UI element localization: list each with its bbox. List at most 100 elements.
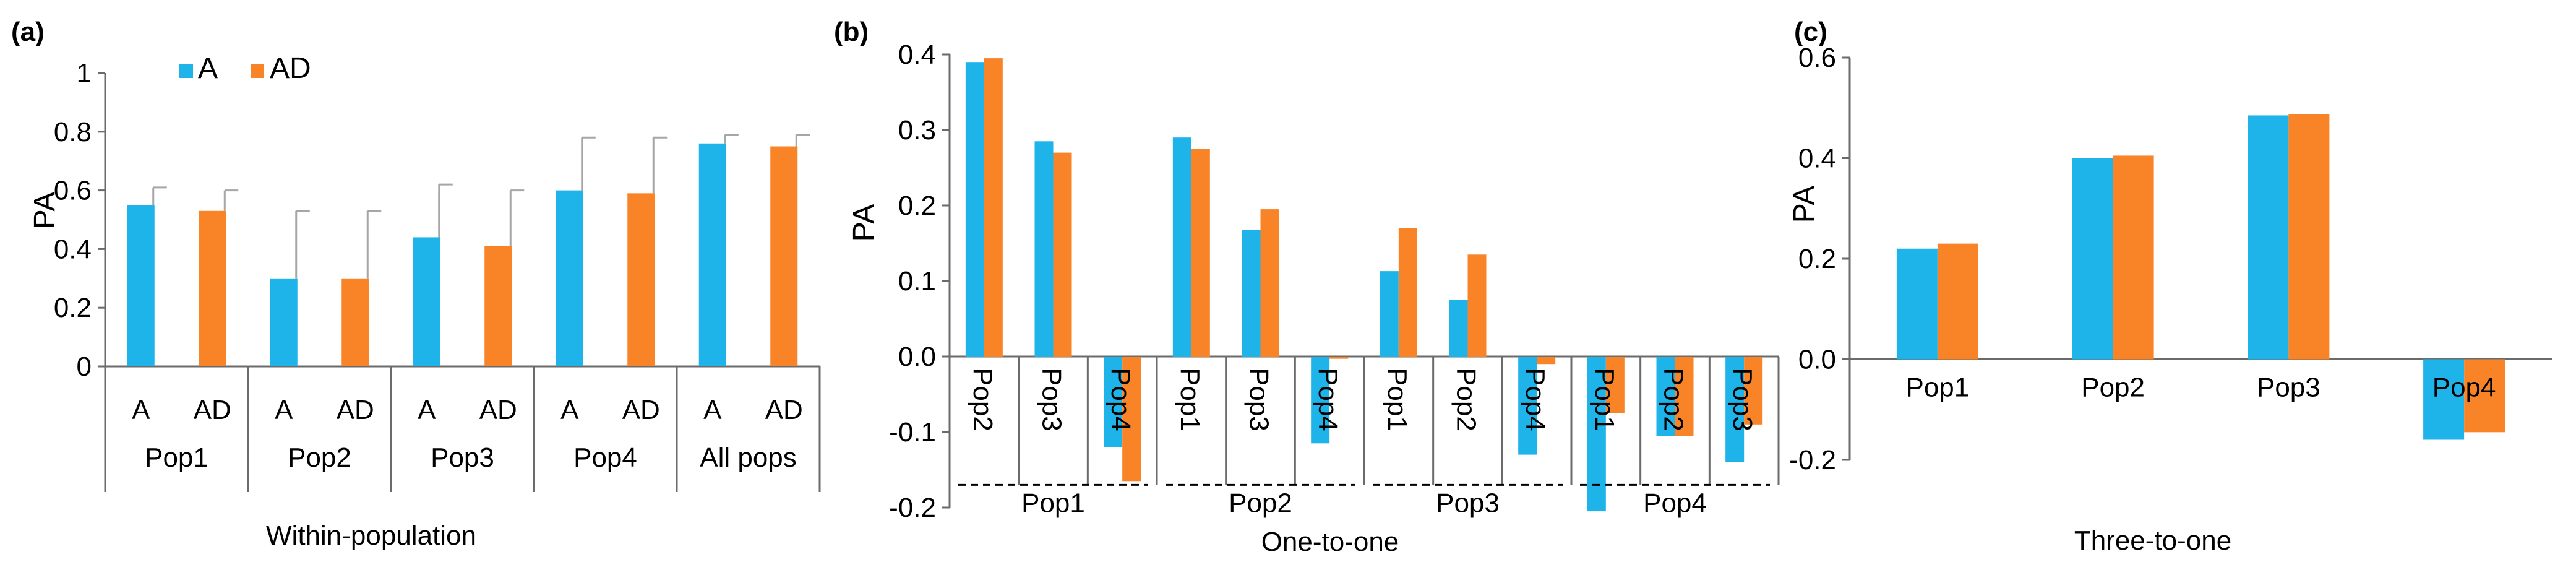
panel-b-y-tick-label: 0.3 [898,115,936,145]
panel-a-group-label: Pop1 [145,443,208,473]
bar-a-pop1-pop2 [965,62,984,357]
panel-a-y-tick-label: 0.6 [54,176,92,206]
panel-a-label: (a) [11,17,45,47]
bar-a-pop4-pop3 [1725,357,1745,462]
panel-c-category-label: Pop4 [2432,373,2496,403]
panel-a-bar-category-label: AD [622,395,660,425]
panel-a-y-tick-label: 0 [77,352,92,382]
panel-a-x-axis-title: Within-population [266,521,476,551]
bar-ad-pop4-pop1 [1605,357,1625,413]
bar-ad-pop2-pop4 [1329,357,1349,359]
panel-a-legend: A AD [179,52,311,85]
panel-b-y-axis-label: PA [848,204,880,241]
panel-a-bar-category-label: AD [337,395,374,425]
bar-a-pop1 [127,205,155,366]
panel-c-category-label: Pop2 [2081,373,2145,403]
panel-b-group-label: Pop3 [1436,488,1500,518]
panel-c-y-tick-label: -0.2 [1789,445,1836,475]
bar-ad-pop1-pop4 [1122,357,1141,482]
bar-ad-pop3-pop2 [1467,254,1487,357]
panel-c-label: (c) [1794,17,1827,47]
panel-b-label: (b) [834,17,869,47]
bar-ad-pop3 [484,246,512,366]
bar-ad-pop3-pop1 [1398,228,1417,357]
bar-ad-pop3-pop4 [1537,357,1556,365]
legend-label-a: A [198,52,218,85]
bar-ad-pop2 [341,278,369,366]
bar-a-pop4 [2423,359,2465,440]
panel-c-y-axis-label: PA [1788,186,1821,223]
panel-b-x-axis-title: One-to-one [1261,527,1399,557]
panel-a-group-label: All pops [700,443,797,473]
panel-b-category-label: Pop3 [1037,368,1067,431]
chart-panel-b: (b) PA One-to-one -0.2 -0.1 0.0 0.1 0.2 0.3 0.… [834,17,1780,557]
panel-b-category-label: Pop1 [1589,368,1620,431]
panel-b-group-label: Pop2 [1229,488,1292,518]
panel-b-category-label: Pop1 [1175,368,1205,431]
bar-ad-pop2 [2113,155,2154,360]
bar-a-pop1-pop4 [1104,357,1123,447]
bar-ad-pop3 [2288,114,2330,360]
bar-a-pop2-pop3 [1242,230,1261,357]
panel-c-y-tick-label: 0.6 [1798,43,1836,73]
bar-ad-pop1-pop2 [984,58,1003,357]
bar-a-pop3-pop1 [1380,271,1399,357]
bar-a-all-pops [698,143,726,366]
bar-a-pop2 [2072,158,2113,360]
panel-b-category-label: Pop4 [1106,368,1136,431]
panel-b-y-tick-label: 0.2 [898,191,936,221]
bar-ad-pop4 [2464,359,2505,433]
panel-a-y-tick-label: 1 [77,58,92,89]
panel-c-y-tick-label: 0.4 [1798,144,1836,174]
bar-ad-pop1 [1937,243,1978,360]
panel-c-category-label: Pop1 [1905,373,1969,403]
panel-b-category-label: Pop2 [1659,368,1689,431]
panel-a-bar-category-label: A [132,395,150,425]
bar-a-pop4 [556,190,583,366]
bar-ad-pop4-pop3 [1744,357,1763,425]
bar-ad-pop4 [627,193,655,366]
panel-c-y-tick-label: 0.2 [1798,244,1836,274]
bar-ad-pop1 [199,210,226,366]
panel-a-y-tick-label: 0.4 [54,234,92,264]
bar-a-pop1-pop3 [1034,141,1054,357]
panel-a-y-axis-label: PA [28,192,61,229]
bar-a-pop2 [270,278,298,366]
panel-b-y-tick-label: -0.2 [889,493,936,523]
panel-a-y-tick-label: 0.8 [54,117,92,147]
bar-a-pop3-pop4 [1518,357,1537,455]
panel-b-category-label: Pop4 [1313,368,1343,431]
panel-b-group-label: Pop1 [1021,488,1085,518]
panel-a-bar-category-label: AD [765,395,803,425]
bar-a-pop3 [2248,115,2289,360]
bar-a-pop2-pop1 [1172,137,1191,357]
panel-b-y-tick-label: -0.1 [889,417,936,447]
panel-a-bar-category-label: A [560,395,579,425]
bar-ad-all-pops [770,146,798,366]
panel-a-y-tick-label: 0.2 [54,293,92,323]
bar-a-pop3 [413,237,440,366]
bar-ad-pop2-pop1 [1191,149,1210,357]
bar-ad-pop1-pop3 [1053,152,1072,357]
chart-panel-c: (c) PA Three-to-one -0.2 0.0 0.2 0.4 0.6 Pop1… [1788,17,2552,556]
panel-a-group-label: Pop3 [431,443,494,473]
panel-a-bar-category-label: A [275,395,293,425]
chart-panel-a: (a) PA Within-population A AD 0 0.2 0.4 0.6… [11,17,821,551]
legend-swatch-ad [251,64,264,78]
panel-c-x-axis-title: Three-to-one [2074,525,2231,556]
panel-b-group-label: Pop4 [1643,488,1707,518]
panel-c-category-label: Pop3 [2257,373,2321,403]
panel-a-group-label: Pop4 [573,443,637,473]
panel-b-category-label: Pop3 [1727,368,1758,431]
panel-c-y-tick-label: 0.0 [1798,345,1836,375]
bar-ad-pop4-pop2 [1675,357,1694,436]
panel-b-category-label: Pop3 [1244,368,1274,431]
panel-a-bar-category-label: AD [194,395,231,425]
panel-b-category-label: Pop1 [1382,368,1412,431]
bar-a-pop2-pop4 [1311,357,1330,444]
panel-b-y-tick-label: 0.0 [898,342,936,372]
panel-a-group-label: Pop2 [288,443,351,473]
legend-label-ad: AD [270,52,311,85]
panel-b-category-label: Pop4 [1520,368,1550,431]
